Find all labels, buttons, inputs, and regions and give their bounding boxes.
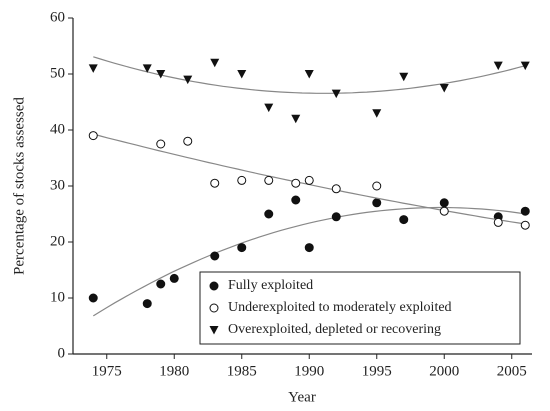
point xyxy=(331,184,341,194)
point xyxy=(156,279,166,289)
legend-label: Underexploited to moderately exploited xyxy=(228,300,452,315)
point xyxy=(520,61,530,71)
point xyxy=(142,299,152,309)
point xyxy=(237,70,247,79)
point xyxy=(237,243,247,253)
trend-line xyxy=(92,206,526,317)
point xyxy=(88,131,98,141)
point xyxy=(439,84,449,93)
point xyxy=(169,273,179,283)
point xyxy=(493,217,503,227)
x-tick-label: 1980 xyxy=(159,363,189,379)
x-tick-label: 1985 xyxy=(227,363,257,379)
point xyxy=(304,243,314,253)
point xyxy=(372,198,382,208)
legend-label: Fully exploited xyxy=(228,278,313,293)
point xyxy=(399,215,409,225)
point xyxy=(210,58,220,68)
legend-label: Overexploited, depleted or recovering xyxy=(228,322,441,337)
legend-marker xyxy=(209,303,219,313)
point xyxy=(520,206,530,216)
x-tick-label: 2005 xyxy=(497,363,527,379)
x-tick-label: 1995 xyxy=(362,363,392,379)
x-tick-label: 1990 xyxy=(294,363,324,379)
point xyxy=(264,209,274,219)
point xyxy=(210,251,220,261)
legend-marker xyxy=(209,326,219,335)
point xyxy=(331,89,341,99)
point xyxy=(264,175,274,185)
y-tick-label: 60 xyxy=(50,9,65,25)
legend-marker xyxy=(209,281,219,291)
x-axis-label: Year xyxy=(288,389,316,405)
point xyxy=(439,198,449,208)
point xyxy=(142,64,152,73)
y-axis-label: Percentage of stocks assessed xyxy=(11,97,27,275)
point xyxy=(372,181,382,191)
point xyxy=(291,195,301,205)
point xyxy=(183,75,193,85)
point xyxy=(237,175,247,185)
point xyxy=(372,109,382,118)
point xyxy=(183,136,193,146)
point xyxy=(156,139,166,149)
trend-line xyxy=(93,56,526,94)
point xyxy=(156,70,166,79)
point xyxy=(304,70,314,79)
point xyxy=(304,175,314,185)
point xyxy=(439,206,449,216)
legend: Fully exploited Underexploited to moderat… xyxy=(199,271,521,345)
point xyxy=(264,103,274,113)
point xyxy=(291,178,301,188)
y-tick-label: 20 xyxy=(50,233,65,249)
point xyxy=(520,220,530,230)
x-tick-label: 1975 xyxy=(92,363,122,379)
x-tick-label: 2000 xyxy=(429,363,459,379)
y-tick-label: 50 xyxy=(50,65,65,81)
legend-box xyxy=(199,271,521,345)
point xyxy=(399,72,409,82)
point xyxy=(493,61,503,71)
y-tick-label: 10 xyxy=(50,289,65,305)
y-tick-label: 40 xyxy=(50,121,65,137)
point xyxy=(88,293,98,303)
point xyxy=(331,212,341,222)
point xyxy=(291,114,301,124)
point xyxy=(210,178,220,188)
y-tick-label: 0 xyxy=(58,345,66,361)
point xyxy=(88,64,98,73)
y-tick-label: 30 xyxy=(50,177,65,193)
